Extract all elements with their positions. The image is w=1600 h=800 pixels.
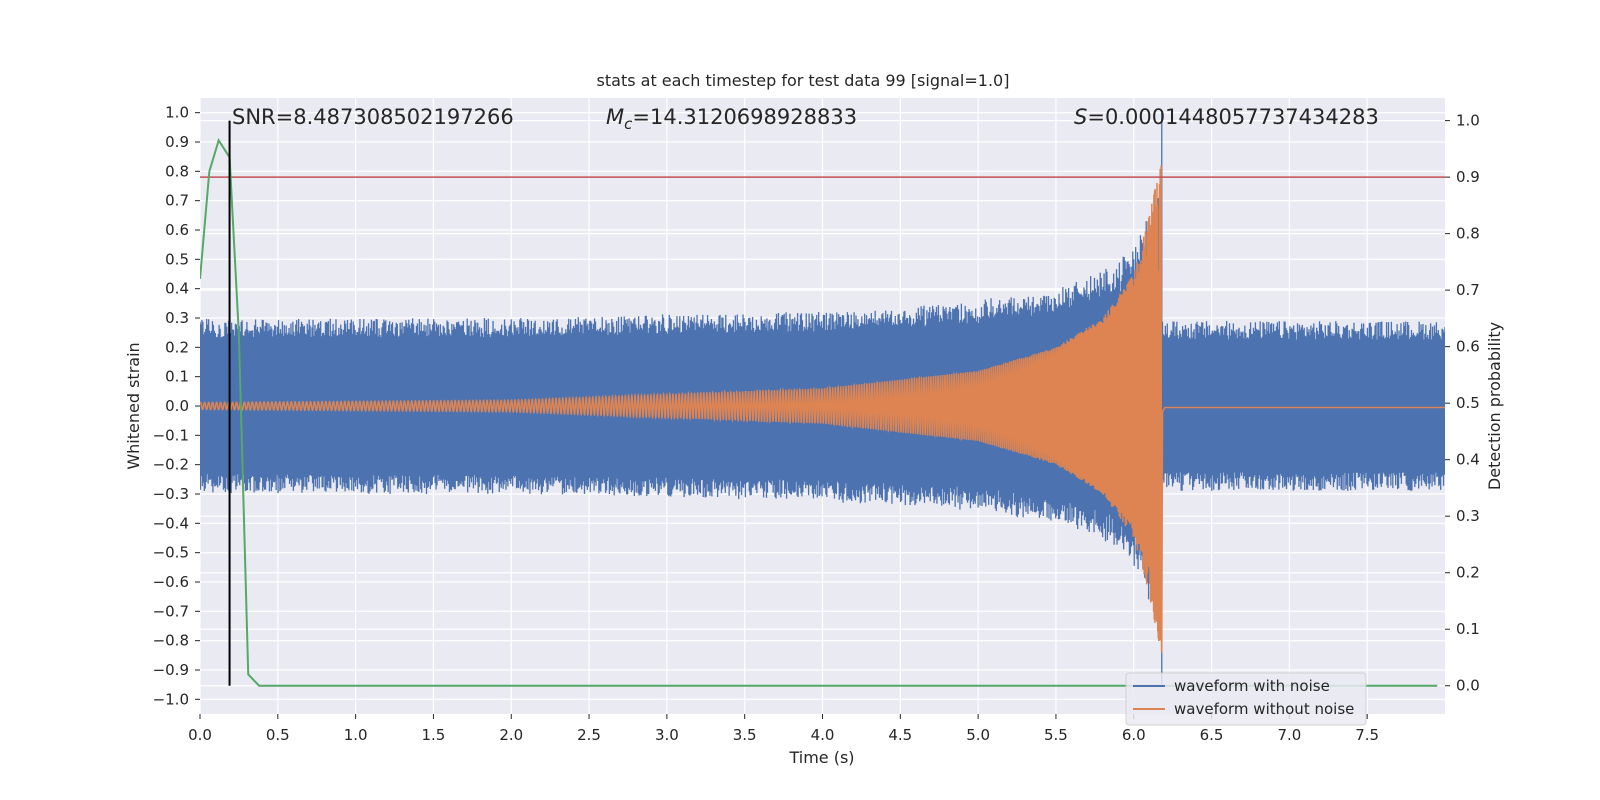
x-tick-label: 4.5 [888,726,912,744]
right-tick-label: 0.8 [1456,225,1480,243]
x-tick-label: 7.5 [1355,726,1379,744]
x-axis-label: Time (s) [788,748,854,767]
series-waveform-without-noise [200,165,1445,653]
annotation-chirp-mass-subscript: c [624,115,633,133]
left-tick-label: 0.6 [165,221,189,239]
legend: waveform with noise waveform without noi… [1125,672,1367,726]
x-tick-label: 6.0 [1122,726,1146,744]
x-tick-label: 5.0 [966,726,990,744]
left-tick-label: 0.1 [165,368,189,386]
left-tick-label: −0.4 [153,514,189,532]
annotation-chirp-mass-symbol: M [606,105,624,129]
right-tick-label: 0.3 [1456,507,1480,525]
left-tick-label: −1.0 [153,690,189,708]
right-tick-label: 0.2 [1456,564,1480,582]
x-tick-label: 7.0 [1277,726,1301,744]
left-tick-label: 0.7 [165,192,189,210]
x-tick-label: 6.5 [1200,726,1224,744]
x-tick-label: 0.0 [188,726,212,744]
legend-label-noisy: waveform with noise [1174,677,1330,695]
annotation-significance-symbol: S [1074,105,1087,129]
left-tick-label: −0.1 [153,426,189,444]
annotation-significance: S=0.0001448057737434283 [1074,105,1379,129]
x-tick-label: 3.0 [655,726,679,744]
left-tick-label: 1.0 [165,104,189,122]
annotation-significance-value: =0.0001448057737434283 [1087,105,1379,129]
left-tick-label: 0.2 [165,338,189,356]
left-tick-label: −0.8 [153,632,189,650]
x-tick-label: 0.5 [266,726,290,744]
annotation-chirp-mass: Mc=14.3120698928833 [606,105,857,133]
annotation-snr: SNR=8.487308502197266 [232,105,514,129]
left-tick-label: −0.5 [153,544,189,562]
left-tick-label: 0.0 [165,397,189,415]
left-tick-label: −0.7 [153,602,189,620]
left-y-axis-label: Whitened strain [124,342,143,469]
annotation-chirp-mass-value: =14.3120698928833 [632,105,857,129]
left-tick-label: 0.3 [165,309,189,327]
left-tick-label: 0.4 [165,280,189,298]
legend-label-clean: waveform without noise [1174,700,1354,718]
left-tick-label: 0.5 [165,250,189,268]
right-y-axis: 1.0 0.9 0.8 0.7 0.6 0.5 0.4 0.3 0.2 0.1 0.0 [1445,112,1480,695]
right-tick-label: 0.0 [1456,677,1480,695]
right-y-axis-label: Detection probability [1485,322,1504,490]
x-tick-label: 4.0 [811,726,835,744]
x-tick-label: 1.5 [422,726,446,744]
legend-box [1125,672,1367,726]
x-tick-label: 1.0 [344,726,368,744]
left-y-axis: 1.0 0.9 0.8 0.7 0.6 0.5 0.4 0.3 0.2 0.1 0.0 −0.1 −0.… [153,104,200,708]
left-tick-label: 0.8 [165,162,189,180]
x-tick-label: 3.5 [733,726,757,744]
left-tick-label: −0.6 [153,573,189,591]
left-tick-label: −0.3 [153,485,189,503]
right-tick-label: 0.4 [1456,451,1480,469]
x-axis: 0.0 0.5 1.0 1.5 2.0 2.5 3.0 3.5 4.0 4.5 5.0 5.5 6.0 6… [188,714,1379,744]
right-tick-label: 0.7 [1456,281,1480,299]
right-tick-label: 0.5 [1456,394,1480,412]
series-detection-probability [200,138,1438,687]
chart-title: stats at each timestep for test data 99 … [597,71,1010,90]
x-tick-label: 5.5 [1044,726,1068,744]
left-tick-label: −0.2 [153,456,189,474]
x-tick-label: 2.0 [499,726,523,744]
right-tick-label: 0.6 [1456,338,1480,356]
left-tick-label: −0.9 [153,661,189,679]
right-tick-label: 1.0 [1456,112,1480,130]
x-tick-label: 2.5 [577,726,601,744]
right-tick-label: 0.1 [1456,620,1480,638]
left-tick-label: 0.9 [165,133,189,151]
right-tick-label: 0.9 [1456,168,1480,186]
